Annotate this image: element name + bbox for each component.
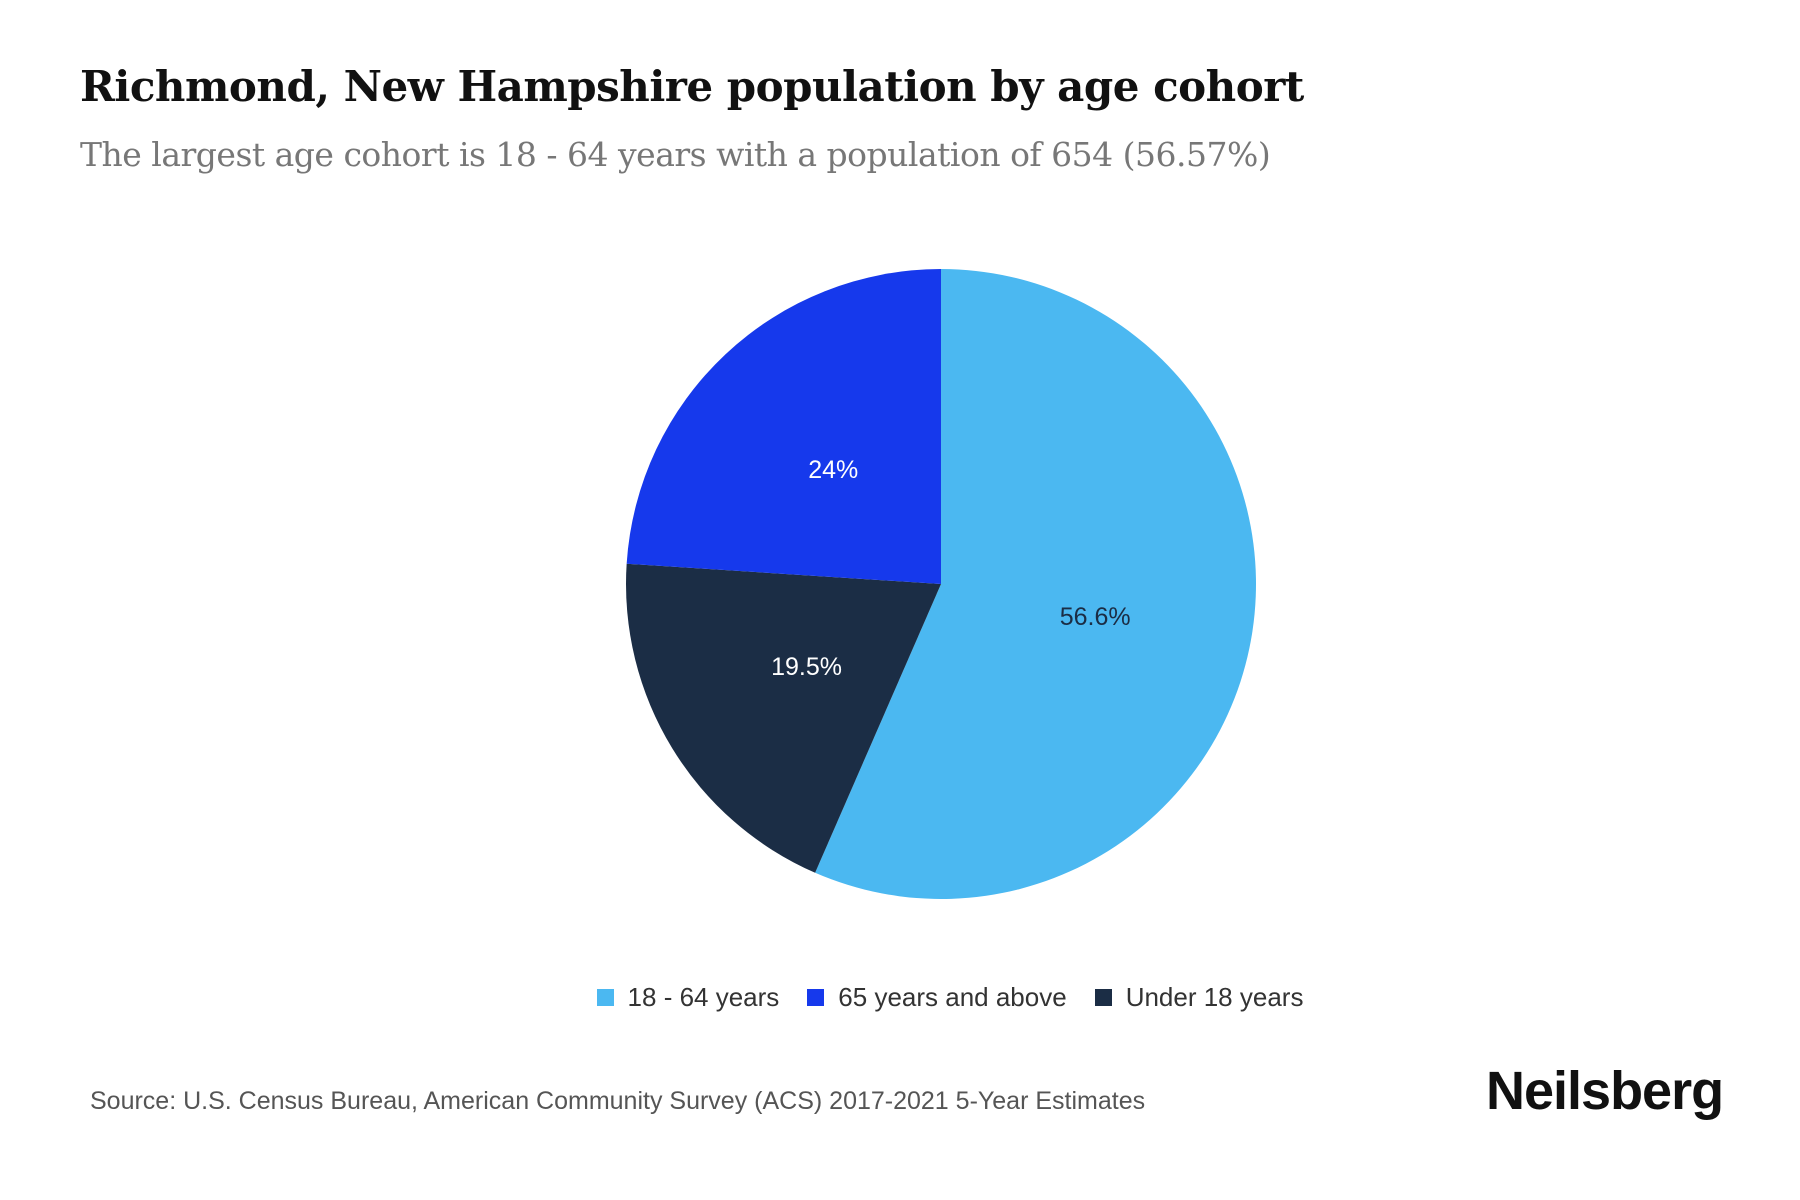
- pie-slice-18-64-years: [815, 269, 1256, 900]
- slice-data-label: 19.5%: [771, 653, 842, 681]
- legend-swatch: [807, 989, 825, 1006]
- chart-title: Richmond, New Hampshire population by ag…: [80, 62, 1304, 111]
- neilsberg-logo: Neilsberg: [1486, 1061, 1724, 1121]
- legend-item-18-64: 18 - 64 years: [596, 982, 780, 1013]
- pie-slice-65-years-and-above: [626, 269, 941, 584]
- legend-item-65-above: 65 years and above: [807, 982, 1067, 1013]
- legend-label: Under 18 years: [1125, 982, 1304, 1012]
- legend-item-under-18: Under 18 years: [1094, 982, 1304, 1013]
- slice-data-label: 56.6%: [1060, 603, 1131, 631]
- legend-swatch: [596, 989, 614, 1006]
- legend-label: 65 years and above: [838, 982, 1067, 1012]
- legend-label: 18 - 64 years: [627, 982, 780, 1012]
- legend-swatch: [1094, 989, 1112, 1006]
- source-note: Source: U.S. Census Bureau, American Com…: [90, 1087, 1146, 1115]
- pie-slice-under-18-years: [626, 563, 941, 873]
- chart-subtitle: The largest age cohort is 18 - 64 years …: [80, 135, 1271, 174]
- slice-data-label: 24%: [808, 456, 858, 484]
- legend: 18 - 64 years 65 years and above Under 1…: [0, 982, 1800, 1013]
